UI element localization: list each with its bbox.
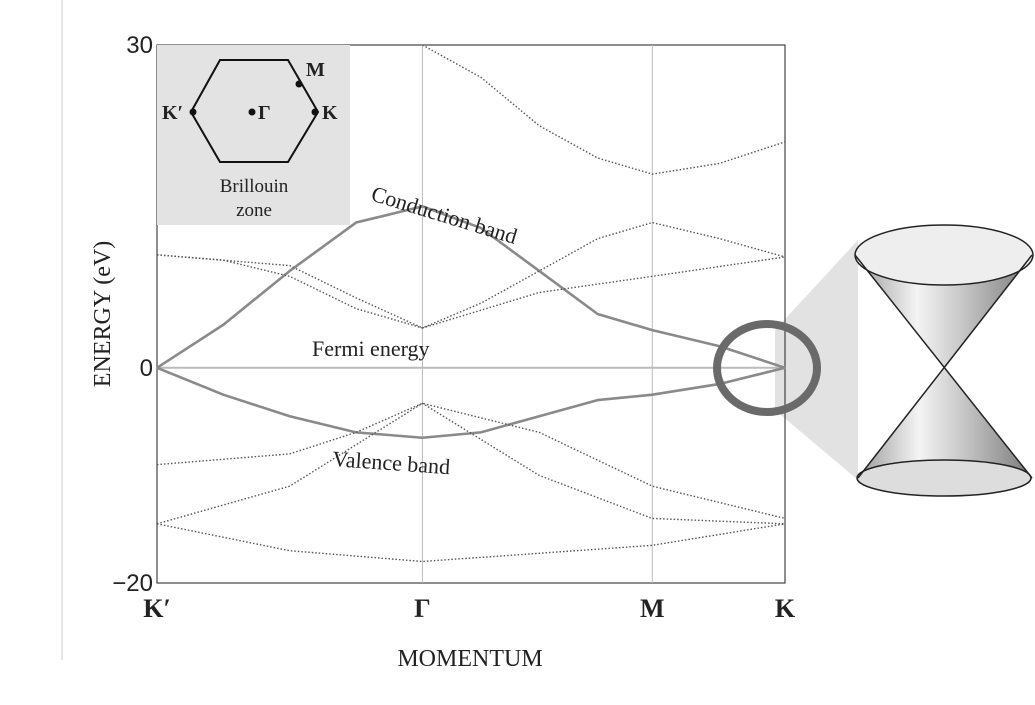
x-tick-label: K xyxy=(775,594,796,623)
annotation: Fermi energy xyxy=(312,336,430,361)
y-tick-label: 0 xyxy=(140,355,153,382)
cone-bottom xyxy=(857,460,1031,496)
annotation: Valence band xyxy=(332,446,451,479)
inset-label: Γ xyxy=(258,102,271,124)
x-tick-label: M xyxy=(640,594,665,623)
band-dotted xyxy=(422,45,785,174)
cone-top xyxy=(855,225,1033,285)
inset-caption: zone xyxy=(236,200,272,221)
chart: −20030K′ΓMK M K K′ Γ Brillouin zone Cond… xyxy=(0,0,1035,700)
y-axis-title: ENERGY (eV) xyxy=(90,241,116,387)
point xyxy=(249,109,256,116)
x-tick-label: Γ xyxy=(414,594,431,623)
inset-caption: Brillouin xyxy=(220,176,289,197)
point xyxy=(312,109,319,116)
band-dotted xyxy=(157,524,785,562)
y-tick-label: −20 xyxy=(112,570,153,597)
y-tick-label: 30 xyxy=(126,32,153,59)
band-dotted xyxy=(157,403,785,524)
point xyxy=(296,81,303,88)
inset-label: K xyxy=(322,102,338,124)
x-tick-label: K′ xyxy=(143,594,171,623)
band-dotted xyxy=(157,403,785,518)
band-dotted xyxy=(157,255,785,328)
inset-label: M xyxy=(306,59,325,81)
inset-label: K′ xyxy=(162,102,183,124)
band xyxy=(157,368,785,438)
x-axis-title: MOMENTUM xyxy=(397,646,542,672)
band-dotted xyxy=(157,223,785,328)
point xyxy=(190,109,197,116)
